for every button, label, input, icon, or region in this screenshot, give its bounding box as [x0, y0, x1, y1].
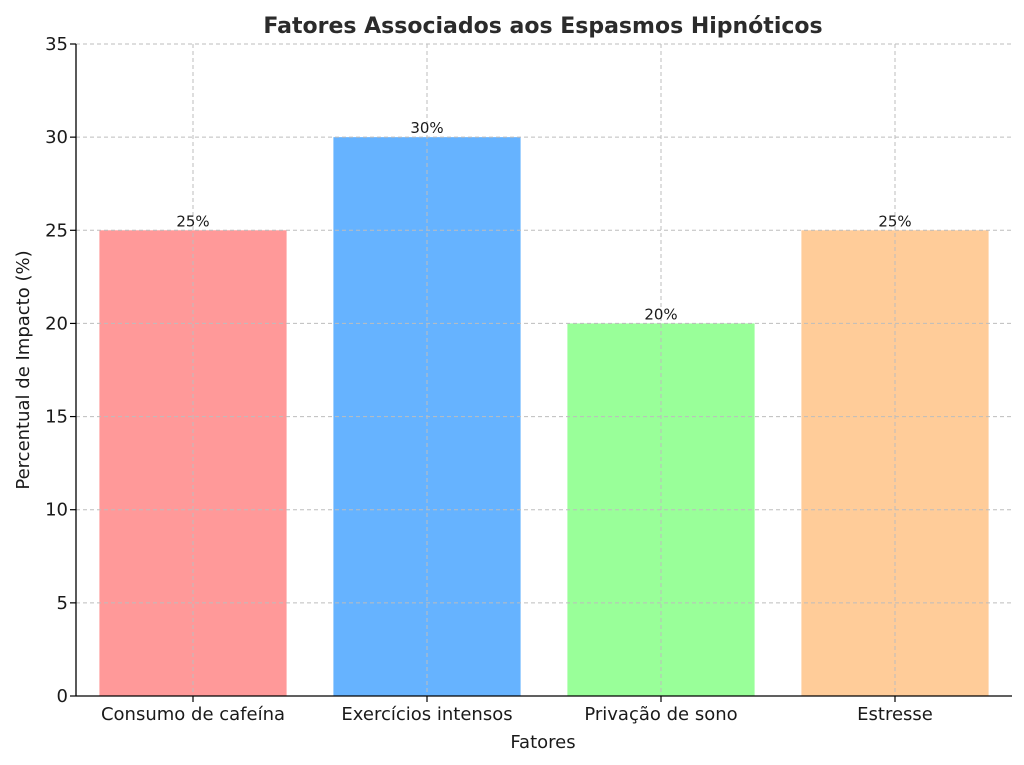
chart-title: Fatores Associados aos Espasmos Hipnótic…	[263, 14, 822, 39]
axes	[75, 44, 1012, 697]
y-tick-label: 20	[45, 313, 68, 334]
x-ticks: Consumo de cafeína Exercícios intensos Pri…	[101, 696, 933, 725]
bar-value-label: 20%	[644, 305, 677, 323]
x-tick-label: Estresse	[857, 704, 933, 725]
x-tick-label: Exercícios intensos	[341, 704, 512, 725]
y-axis-label: Percentual de Impacto (%)	[13, 250, 34, 489]
y-tick-label: 0	[57, 686, 68, 707]
y-ticks: 0 5 10 15 20 25 30 35	[45, 34, 76, 707]
y-tick-label: 5	[57, 593, 68, 614]
data-labels: 25% 30% 20% 25%	[176, 119, 911, 323]
bar-value-label: 30%	[410, 119, 443, 137]
y-tick-label: 30	[45, 127, 68, 148]
y-tick-label: 35	[45, 34, 68, 55]
y-tick-label: 15	[45, 407, 68, 428]
bar-value-label: 25%	[176, 212, 209, 230]
y-tick-label: 10	[45, 500, 68, 521]
x-axis-label: Fatores	[510, 732, 575, 753]
x-tick-label: Consumo de cafeína	[101, 704, 285, 725]
y-tick-label: 25	[45, 220, 68, 241]
bar-value-label: 25%	[878, 212, 911, 230]
x-tick-label: Privação de sono	[584, 704, 737, 725]
